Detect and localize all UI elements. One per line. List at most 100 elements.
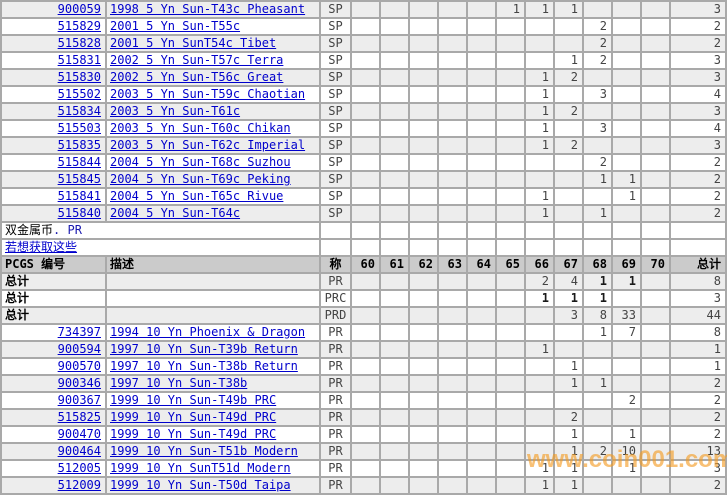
pcgs-number-link[interactable]: 515845 <box>57 172 101 186</box>
coin-description-link[interactable]: 2003 5 Yn Sun-T62c Imperial <box>110 138 306 152</box>
grade-70-header: 70 <box>642 257 669 272</box>
grade-61-cell <box>381 70 408 85</box>
coin-description-link[interactable]: 1994 10 Yn Phoenix & Dragon <box>110 325 306 339</box>
grade-67-cell: 1 <box>555 53 582 68</box>
coin-description-link[interactable]: 1999 10 Yn Sun-T51b Modern <box>110 444 298 458</box>
coin-description-link[interactable]: 1997 10 Yn Sun-T38b Return <box>110 359 298 373</box>
coin-description-link[interactable]: 1999 10 Yn Sun-T49b PRC <box>110 393 277 407</box>
coin-description-cell: 1999 10 Yn Sun-T51b Modern <box>107 444 319 459</box>
pcgs-number-link[interactable]: 900367 <box>57 393 101 407</box>
grade-64-cell <box>468 2 495 17</box>
grade-61-cell <box>381 206 408 221</box>
grade-69-cell <box>613 359 640 374</box>
grade-61-cell <box>381 189 408 204</box>
coin-description-link[interactable]: 2003 5 Yn Sun-T61c <box>110 104 241 118</box>
row-total-cell: 2 <box>671 410 725 425</box>
grade-62-cell <box>410 393 437 408</box>
grade-69-cell: 1 <box>613 274 640 289</box>
row-total-cell: 3 <box>671 53 725 68</box>
pcgs-number-link[interactable]: 515830 <box>57 70 101 84</box>
grade-63-cell <box>439 2 466 17</box>
pcgs-number-link[interactable]: 512009 <box>57 478 101 492</box>
grade-68-cell: 1 <box>584 274 611 289</box>
coin-description-link[interactable]: 2004 5 Yn Sun-T69c Peking <box>110 172 291 186</box>
grade-69-cell: 10 <box>613 444 640 459</box>
pcgs-number-link[interactable]: 515503 <box>57 121 101 135</box>
grade-65-cell <box>497 172 524 187</box>
coin-description-link[interactable]: 1997 10 Yn Sun-T39b Return <box>110 342 298 356</box>
table-row: 734397 1994 10 Yn Phoenix & Dragon PR 1 7 8 <box>2 325 725 340</box>
grade-69-cell <box>613 87 640 102</box>
coin-description-link[interactable]: 2002 5 Yn Sun-T57c Terra <box>110 53 284 67</box>
pcgs-number-link[interactable]: 515841 <box>57 189 101 203</box>
grade-64-header: 64 <box>468 257 495 272</box>
coin-description-link[interactable]: 1999 10 Yn Sun-T50d Taipa <box>110 478 291 492</box>
pcgs-number-cell: 515835 <box>2 138 105 153</box>
pcgs-number-link[interactable]: 515835 <box>57 138 101 152</box>
coin-description-link[interactable]: 2001 5 Yn SunT54c Tibet <box>110 36 277 50</box>
grade-66-cell: 2 <box>526 274 553 289</box>
row-total-cell: 8 <box>671 274 725 289</box>
grade-68-cell <box>584 427 611 442</box>
grade-66-cell <box>526 359 553 374</box>
coin-description-link[interactable]: 2001 5 Yn Sun-T55c <box>110 19 241 33</box>
obtain-these-link[interactable]: 若想获取这些 <box>5 240 78 254</box>
grade-60-cell <box>352 206 379 221</box>
coin-description-link[interactable]: 2003 5 Yn Sun-T59c Chaotian <box>110 87 306 101</box>
row-total-cell: 2 <box>671 206 725 221</box>
pcgs-number-link[interactable]: 734397 <box>57 325 101 339</box>
pcgs-number-link[interactable]: 515829 <box>57 19 101 33</box>
pcgs-number-link[interactable]: 900464 <box>57 444 101 458</box>
coin-description-link[interactable]: 2004 5 Yn Sun-T65c Rivue <box>110 189 284 203</box>
grade-prefix-cell: SP <box>321 206 350 221</box>
coin-description-link[interactable]: 2003 5 Yn Sun-T60c Chikan <box>110 121 291 135</box>
coin-description-cell: 1997 10 Yn Sun-T39b Return <box>107 342 319 357</box>
coin-description-cell: 1994 10 Yn Phoenix & Dragon <box>107 325 319 340</box>
grade-64-cell <box>468 240 495 255</box>
pcgs-number-link[interactable]: 900470 <box>57 427 101 441</box>
pcgs-number-link[interactable]: 515831 <box>57 53 101 67</box>
pcgs-number-link[interactable]: 515834 <box>57 104 101 118</box>
pcgs-number-link[interactable]: 900059 <box>57 2 101 16</box>
coin-description-link[interactable]: 2004 5 Yn Sun-T68c Suzhou <box>110 155 291 169</box>
coin-description-link[interactable]: 1999 10 Yn SunT51d Modern <box>110 461 291 475</box>
grade-67-cell: 1 <box>555 359 582 374</box>
coin-description-link[interactable]: 2004 5 Yn Sun-T64c <box>110 206 241 220</box>
coin-description-cell: 2003 5 Yn Sun-T60c Chikan <box>107 121 319 136</box>
pcgs-number-link[interactable]: 512005 <box>57 461 101 475</box>
pcgs-number-link[interactable]: 900346 <box>57 376 101 390</box>
grade-63-cell <box>439 172 466 187</box>
pcgs-number-link[interactable]: 900570 <box>57 359 101 373</box>
grade-prefix-cell: SP <box>321 87 350 102</box>
grade-68-cell: 1 <box>584 206 611 221</box>
coin-description-link[interactable]: 1998 5 Yn Sun-T43c Pheasant <box>110 2 306 16</box>
pcgs-number-link[interactable]: 515840 <box>57 206 101 220</box>
grade-62-cell <box>410 444 437 459</box>
pcgs-number-link[interactable]: 515502 <box>57 87 101 101</box>
grade-66-cell <box>526 325 553 340</box>
table-row: 512009 1999 10 Yn Sun-T50d Taipa PR 1 1 2 <box>2 478 725 493</box>
grade-63-cell <box>439 36 466 51</box>
grade-prefix-cell <box>321 240 350 255</box>
pcgs-number-link[interactable]: 900594 <box>57 342 101 356</box>
grade-62-cell <box>410 36 437 51</box>
grade-68-cell: 2 <box>584 36 611 51</box>
grade-61-cell <box>381 155 408 170</box>
grade-68-cell: 2 <box>584 155 611 170</box>
grade-66-cell <box>526 53 553 68</box>
pcgs-number-link[interactable]: 515844 <box>57 155 101 169</box>
table-row: 512005 1999 10 Yn SunT51d Modern PR 1 1 1 3 <box>2 461 725 476</box>
coin-description-link[interactable]: 1999 10 Yn Sun-T49d PRC <box>110 410 277 424</box>
coin-description-link[interactable]: 1997 10 Yn Sun-T38b <box>110 376 248 390</box>
grade-64-cell <box>468 189 495 204</box>
grade-68-cell: 1 <box>584 291 611 306</box>
pcgs-number-header: PCGS 编号 <box>2 257 105 272</box>
grade-60-cell <box>352 325 379 340</box>
grade-64-cell <box>468 291 495 306</box>
pcgs-number-link[interactable]: 515825 <box>57 410 101 424</box>
coin-description-link[interactable]: 1999 10 Yn Sun-T49d PRC <box>110 427 277 441</box>
row-total-cell: 2 <box>671 155 725 170</box>
pcgs-number-link[interactable]: 515828 <box>57 36 101 50</box>
grade-69-cell <box>613 410 640 425</box>
coin-description-link[interactable]: 2002 5 Yn Sun-T56c Great <box>110 70 284 84</box>
